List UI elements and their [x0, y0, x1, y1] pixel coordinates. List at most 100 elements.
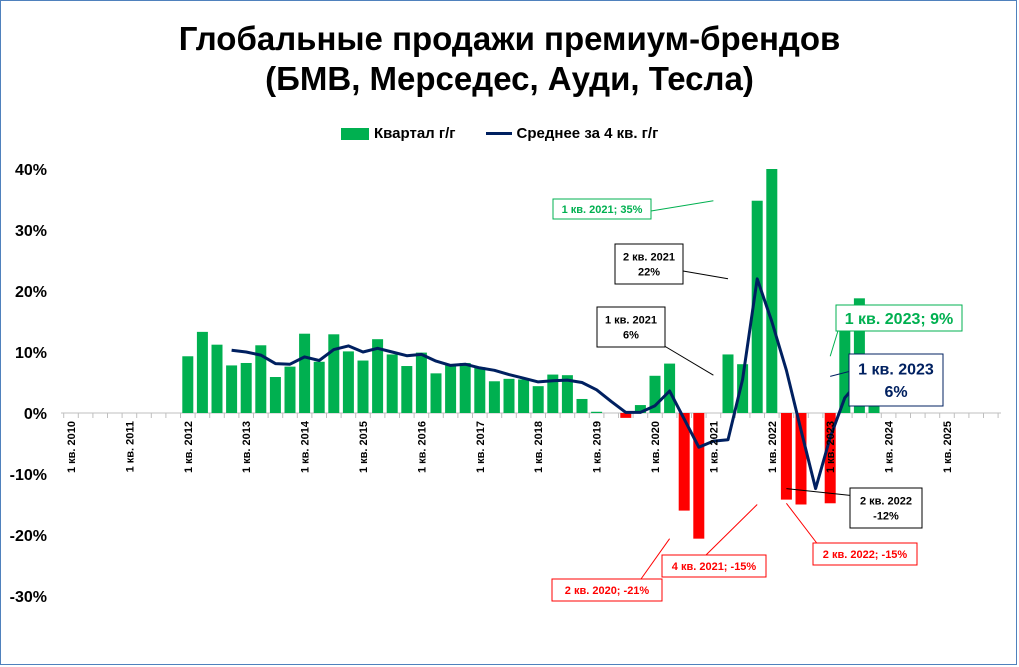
- bar: [342, 351, 354, 413]
- annotation-leader: [650, 200, 714, 212]
- x-tick-label: 1 кв. 2019: [592, 421, 604, 473]
- bar: [649, 375, 661, 413]
- bar: [269, 377, 281, 413]
- annotation-text: 6%: [884, 384, 907, 401]
- bar: [591, 411, 603, 413]
- legend-label-average: Среднее за 4 кв. г/г: [516, 125, 659, 142]
- bar: [737, 364, 749, 413]
- annotation-text: 1 кв. 2023: [858, 362, 934, 379]
- x-tick-label: 1 кв. 2015: [358, 421, 370, 473]
- annotation-leader: [640, 538, 671, 580]
- bar: [532, 386, 544, 413]
- legend-item-quarter: Квартал г/г: [341, 125, 456, 142]
- bar: [445, 365, 457, 413]
- annotation-text: 1 кв. 2021: [605, 314, 657, 326]
- y-tick-label: 30%: [15, 223, 47, 240]
- annotation-leader: [705, 504, 758, 556]
- bar: [664, 363, 676, 413]
- x-tick-label: 1 кв. 2024: [884, 420, 896, 473]
- x-tick-label: 1 кв. 2017: [475, 421, 487, 473]
- annotation-text: 1 кв. 2023; 9%: [845, 311, 954, 328]
- legend-line-swatch: [485, 132, 512, 135]
- annotation-text: 2 кв. 2021: [623, 251, 675, 263]
- bar: [780, 413, 792, 500]
- chart-title: Глобальные продажи премиум-брендов (БМВ,…: [1, 19, 1018, 99]
- x-tick-label: 1 кв. 2011: [124, 421, 136, 472]
- bar: [211, 344, 223, 413]
- annotation-box: [614, 243, 684, 285]
- bar: [751, 200, 763, 413]
- bar: [634, 405, 646, 413]
- y-tick-label: 20%: [15, 284, 47, 301]
- x-tick-label: 1 кв. 2020: [650, 421, 662, 473]
- legend: Квартал г/г Среднее за 4 кв. г/г: [341, 125, 688, 142]
- annotation-callout: 4 кв. 2021; -15%: [661, 504, 767, 578]
- bar: [678, 413, 690, 511]
- x-tick-label: 1 кв. 2022: [767, 421, 779, 473]
- chart-title-line-1: Глобальные продажи премиум-брендов: [178, 20, 841, 57]
- x-tick-label: 1 кв. 2025: [942, 421, 954, 473]
- bar: [620, 413, 632, 418]
- annotation-callout: 2 кв. 2022; -15%: [786, 502, 918, 566]
- series-line-average: [231, 277, 875, 491]
- annotation-callout: 1 кв. 2023; 9%: [829, 304, 963, 357]
- annotation-leader: [682, 270, 729, 280]
- annotation-text: 22%: [638, 267, 660, 279]
- annotation-leader: [655, 340, 714, 376]
- y-tick-label: -10%: [10, 467, 47, 484]
- bar: [401, 366, 413, 413]
- x-tick-label: 1 кв. 2013: [241, 421, 253, 473]
- bar: [284, 366, 296, 413]
- bar: [839, 320, 851, 413]
- x-tick-label: 1 кв. 2023: [825, 421, 837, 473]
- legend-bar-swatch: [341, 127, 369, 140]
- x-tick-label: 1 кв. 2012: [183, 421, 195, 473]
- y-tick-label: -30%: [10, 589, 47, 606]
- bar: [488, 381, 500, 413]
- annotation-callout: 1 кв. 2021; 35%: [552, 198, 714, 220]
- annotation-text: 2 кв. 2022; -15%: [823, 549, 908, 561]
- annotation-box: [849, 487, 923, 529]
- bar: [372, 339, 384, 413]
- annotation-box: [661, 554, 767, 578]
- legend-item-average: Среднее за 4 кв. г/г: [485, 125, 659, 142]
- bar: [459, 362, 471, 413]
- bar: [386, 354, 398, 413]
- x-tick-label: 1 кв. 2016: [416, 421, 428, 473]
- x-tick-label: 1 кв. 2018: [533, 421, 545, 473]
- bar: [503, 378, 515, 413]
- annotation-text: 4 кв. 2021; -15%: [672, 561, 757, 573]
- annotation-text: 1 кв. 2021; 35%: [562, 204, 643, 216]
- bar: [561, 375, 573, 413]
- annotation-box: [812, 542, 918, 566]
- bar: [766, 169, 778, 413]
- bar: [415, 352, 427, 413]
- annotation-text: 6%: [623, 330, 639, 342]
- bar: [693, 413, 705, 539]
- annotation-box: [848, 353, 944, 407]
- annotation-leader: [786, 488, 857, 497]
- bar: [518, 379, 530, 413]
- legend-label-quarter: Квартал г/г: [374, 125, 456, 142]
- bar: [255, 345, 267, 413]
- annotation-text: -12%: [873, 511, 899, 523]
- annotation-callout: 2 кв. 2022 -12%: [786, 487, 923, 529]
- bar: [328, 334, 340, 413]
- bar: [196, 331, 208, 413]
- annotation-callout: 2 кв. 2021 22%: [614, 243, 729, 285]
- annotation-text: 2 кв. 2020; -21%: [565, 585, 650, 597]
- bar: [576, 398, 588, 413]
- annotation-leader: [786, 502, 820, 547]
- annotation-callout: 2 кв. 2020; -21%: [551, 538, 671, 602]
- annotation-box: [551, 578, 663, 602]
- bar: [182, 356, 194, 413]
- y-tick-label: -20%: [10, 528, 47, 545]
- bar: [357, 360, 369, 413]
- bar: [240, 362, 252, 413]
- annotation-box: [552, 198, 652, 220]
- bar: [547, 374, 559, 413]
- annotation-box: [596, 306, 666, 348]
- annotation-callout: 1 кв. 2023 6%: [830, 353, 944, 407]
